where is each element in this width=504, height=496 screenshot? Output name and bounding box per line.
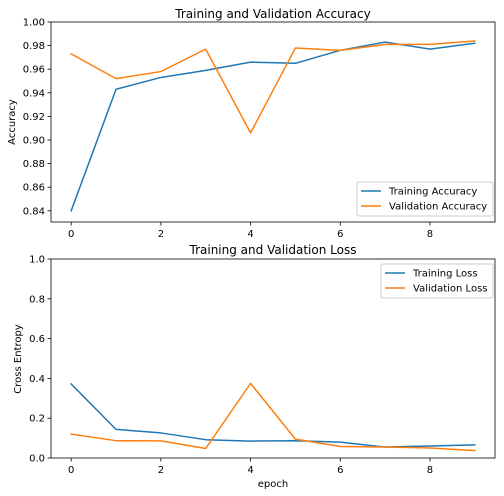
accuracy-y-tick-label: 0.96 [23, 65, 45, 76]
accuracy-x-tick-label: 0 [68, 229, 74, 240]
loss-series-line-1 [70, 382, 476, 452]
accuracy-x-tick-label: 4 [247, 229, 253, 240]
accuracy-y-tick-label: 0.88 [23, 159, 45, 170]
loss-y-tick-label: 1.0 [29, 255, 45, 266]
loss-x-tick-label: 8 [427, 465, 433, 476]
accuracy-y-tick-label: 0.92 [23, 112, 45, 123]
accuracy-plot-area: 0 2 4 6 8 0.84 0.86 0.88 0.90 0.92 0.94 0.96 0.98 1.0… [23, 18, 496, 240]
accuracy-x-tick-label: 2 [158, 229, 164, 240]
accuracy-y-tick-label: 0.98 [23, 41, 45, 52]
accuracy-y-tick-label: 0.84 [23, 206, 45, 217]
accuracy-series-line-0 [70, 41, 476, 212]
loss-y-tick-label: 0.4 [29, 374, 45, 385]
accuracy-chart-title: Training and Validation Accuracy [174, 7, 370, 21]
loss-subplot: Training and Validation Loss Cross Entro… [13, 243, 496, 490]
loss-x-tick-label: 4 [247, 465, 253, 476]
loss-plot-area: 0 2 4 6 8 0.0 0.2 0.4 0.6 0.8 1.0 Training Loss Vali… [29, 255, 496, 476]
loss-y-axis-label: Cross Entropy [13, 324, 24, 394]
loss-y-tick-label: 0.6 [29, 334, 45, 345]
loss-chart-title: Training and Validation Loss [189, 243, 357, 257]
loss-x-tick-label: 2 [158, 465, 164, 476]
accuracy-legend-label-1: Validation Accuracy [389, 202, 487, 213]
loss-legend: Training Loss Validation Loss [380, 263, 494, 299]
accuracy-legend-box [356, 181, 494, 217]
loss-legend-box [380, 263, 494, 299]
loss-y-tick-label: 0.2 [29, 414, 45, 425]
loss-axes-frame [50, 258, 496, 459]
loss-legend-label-0: Training Loss [412, 269, 478, 280]
loss-x-axis-label: epoch [258, 479, 288, 490]
accuracy-y-tick-label: 1.00 [23, 18, 45, 29]
accuracy-y-tick-label: 0.90 [23, 135, 45, 146]
accuracy-subplot: Training and Validation Accuracy Accurac… [7, 7, 496, 240]
accuracy-y-tick-label: 0.94 [23, 88, 45, 99]
accuracy-axes-frame [50, 21, 496, 223]
loss-x-tick-label: 6 [337, 465, 343, 476]
accuracy-legend-label-0: Training Accuracy [388, 187, 477, 198]
accuracy-x-tick-label: 8 [427, 229, 433, 240]
loss-y-tick-label: 0.0 [29, 454, 45, 465]
accuracy-legend: Training Accuracy Validation Accuracy [356, 181, 494, 217]
accuracy-y-axis-label: Accuracy [7, 99, 18, 145]
loss-x-tick-label: 0 [68, 465, 74, 476]
loss-legend-label-1: Validation Loss [413, 284, 488, 295]
accuracy-x-tick-label: 6 [337, 229, 343, 240]
accuracy-y-tick-label: 0.86 [23, 183, 45, 194]
loss-series-line-0 [70, 382, 476, 448]
loss-y-tick-label: 0.8 [29, 294, 45, 305]
accuracy-series-line-1 [70, 40, 476, 134]
